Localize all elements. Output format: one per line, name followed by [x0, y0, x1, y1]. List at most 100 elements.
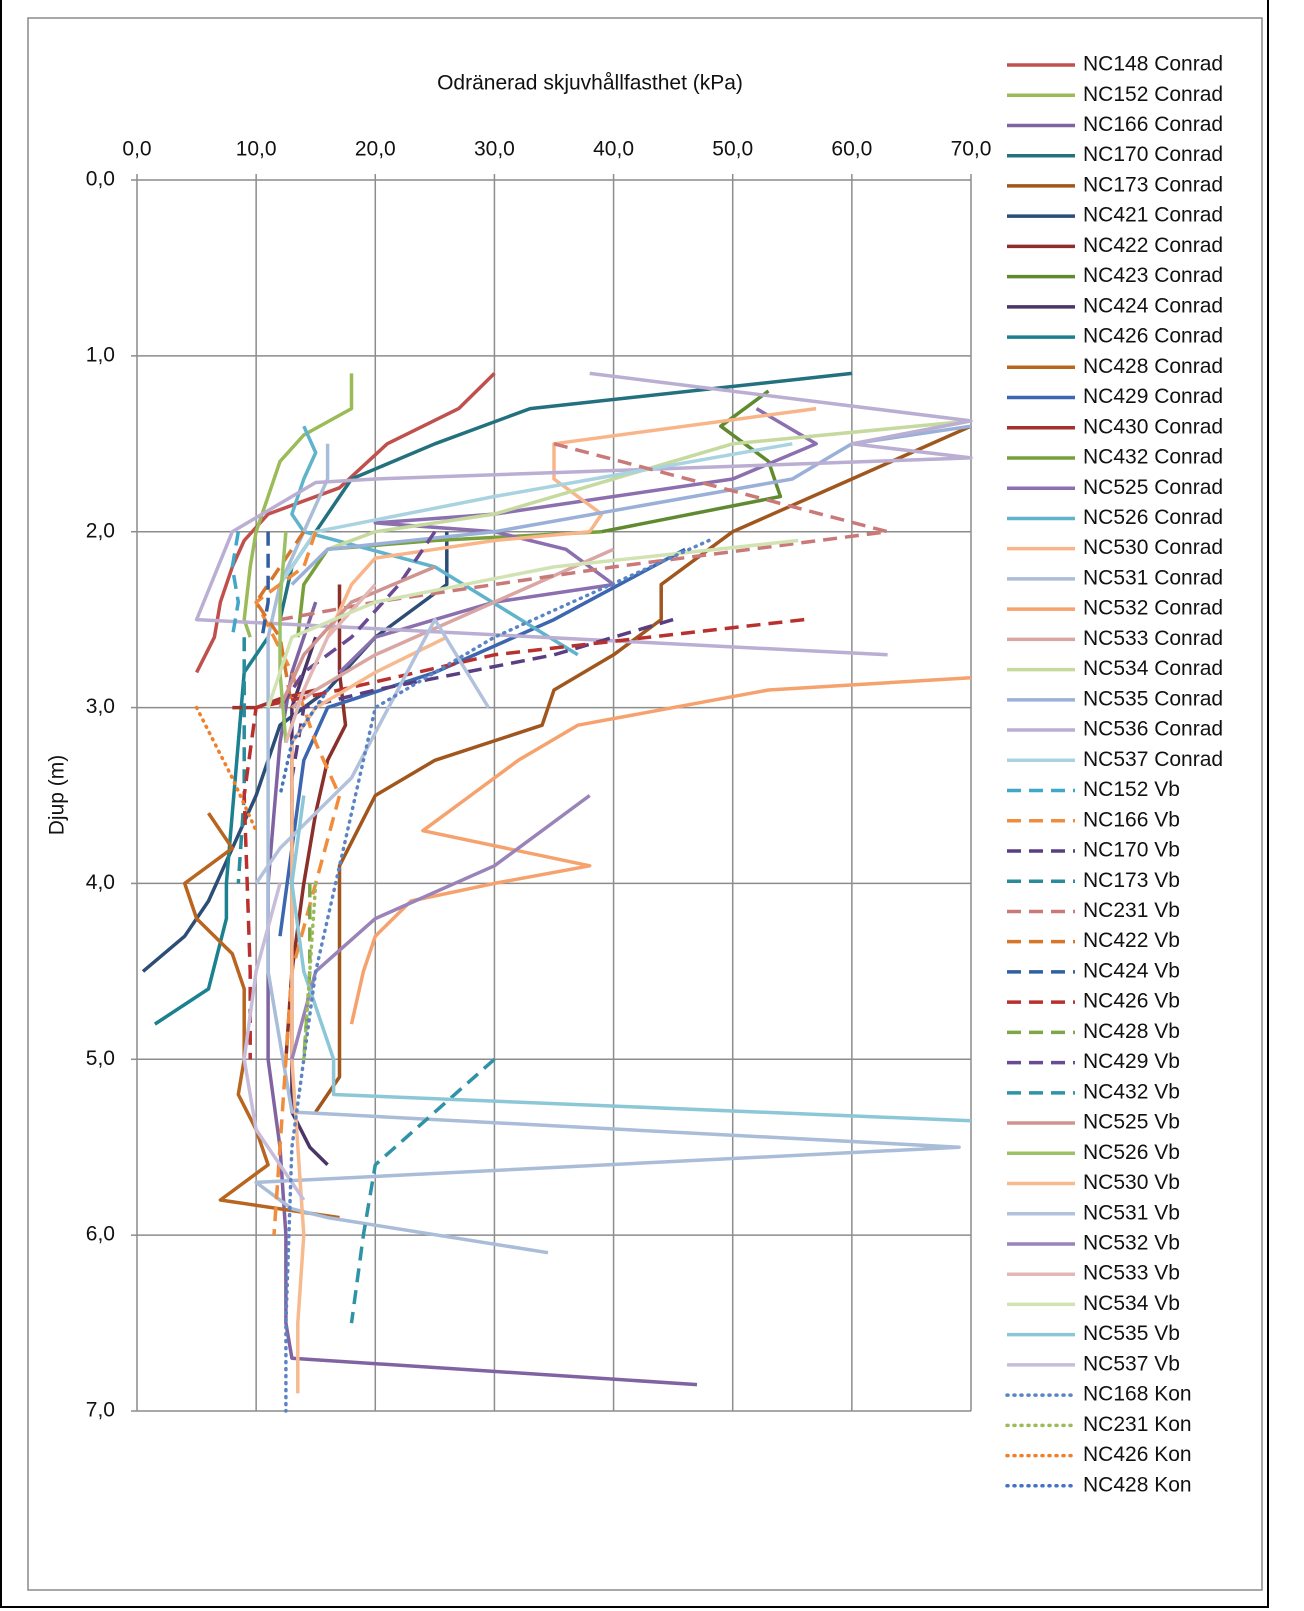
y-tick-label: 4,0 [86, 871, 115, 894]
legend-label: NC428 Conrad [1083, 355, 1223, 378]
page-border [0, 0, 1269, 1608]
series-line [302, 881, 318, 1062]
y-tick-label: 3,0 [86, 695, 115, 718]
legend-label: NC428 Kon [1083, 1473, 1192, 1496]
legend-label: NC424 Conrad [1083, 294, 1223, 317]
legend-label: NC530 Conrad [1083, 536, 1223, 559]
series-line [278, 531, 288, 743]
legend-label: NC170 Conrad [1083, 143, 1223, 166]
legend-label: NC534 Vb [1083, 1292, 1180, 1315]
legend-label: NC422 Vb [1083, 929, 1180, 952]
legend-label: NC424 Vb [1083, 959, 1180, 982]
legend-label: NC531 Conrad [1083, 566, 1223, 589]
legend-label: NC536 Conrad [1083, 718, 1223, 741]
legend-label: NC525 Vb [1083, 1111, 1180, 1134]
series-line [254, 443, 961, 1255]
legend-label: NC531 Vb [1083, 1201, 1180, 1224]
legend-label: NC168 Kon [1083, 1383, 1192, 1406]
legend-label: NC426 Kon [1083, 1443, 1192, 1466]
series-line [284, 584, 348, 1060]
x-tick-label: 0,0 [122, 138, 151, 161]
x-tick-label: 50,0 [712, 138, 753, 161]
x-tick-label: 30,0 [474, 138, 515, 161]
x-tick-label: 60,0 [831, 138, 872, 161]
legend-label: NC432 Conrad [1083, 446, 1223, 469]
y-tick-label: 1,0 [86, 343, 115, 366]
series-line [349, 675, 972, 1025]
legend-label: NC535 Vb [1083, 1322, 1180, 1345]
series-line [242, 882, 306, 1201]
y-tick-label: 5,0 [86, 1047, 115, 1070]
legend-label: NC526 Vb [1083, 1141, 1180, 1164]
legend-label: NC423 Conrad [1083, 264, 1223, 287]
y-axis-label: Djup (m) [46, 755, 69, 836]
legend-label: NC166 Vb [1083, 808, 1180, 831]
series-line [236, 637, 246, 884]
legend-label: NC170 Vb [1083, 839, 1180, 862]
legend-label: NC426 Conrad [1083, 325, 1223, 348]
legend-label: NC530 Vb [1083, 1171, 1180, 1194]
legend-label: NC422 Conrad [1083, 234, 1223, 257]
legend-label: NC533 Conrad [1083, 627, 1223, 650]
legend-label: NC173 Vb [1083, 869, 1180, 892]
legend-label: NC533 Vb [1083, 1262, 1180, 1285]
legend-label: NC429 Vb [1083, 1050, 1180, 1073]
x-tick-label: 70,0 [951, 138, 992, 161]
legend-label: NC426 Vb [1083, 990, 1180, 1013]
series-line [284, 538, 711, 1413]
legend-label: NC148 Conrad [1083, 53, 1223, 76]
legend-label: NC526 Conrad [1083, 506, 1223, 529]
series-line [290, 547, 615, 710]
series-line [242, 617, 805, 1060]
series-line [290, 795, 972, 1123]
series-line [194, 371, 973, 657]
series-line [230, 531, 241, 638]
series-line [290, 635, 448, 1394]
series-line [326, 419, 972, 551]
y-tick-label: 7,0 [86, 1399, 115, 1422]
chart-title: Odränerad skjuvhållfasthet (kPa) [437, 72, 743, 95]
legend-label: NC535 Conrad [1083, 687, 1223, 710]
legend-label: NC532 Conrad [1083, 597, 1223, 620]
series-line [260, 531, 270, 638]
series-line [278, 688, 330, 798]
legend-label: NC525 Conrad [1083, 476, 1223, 499]
series-line [242, 373, 354, 638]
legend-label: NC537 Conrad [1083, 748, 1223, 771]
series-line [279, 442, 890, 622]
legend-label: NC430 Conrad [1083, 415, 1223, 438]
series-line [601, 389, 783, 534]
series-line [326, 406, 817, 638]
series-line [266, 538, 799, 709]
y-tick-label: 2,0 [86, 519, 115, 542]
legend-label: NC428 Vb [1083, 1020, 1180, 1043]
chart-frame [27, 17, 1263, 1591]
legend-label: NC429 Conrad [1083, 385, 1223, 408]
legend-label: NC421 Conrad [1083, 204, 1223, 227]
y-tick-label: 0,0 [86, 168, 115, 191]
x-tick-label: 40,0 [593, 138, 634, 161]
legend-label: NC534 Conrad [1083, 657, 1223, 680]
series-line [349, 1057, 496, 1324]
x-tick-label: 20,0 [355, 138, 396, 161]
legend-label: NC231 Kon [1083, 1413, 1192, 1436]
y-tick-label: 6,0 [86, 1223, 115, 1246]
series-line [278, 530, 437, 709]
series-line [254, 617, 490, 885]
series-line [254, 531, 342, 1236]
x-tick-label: 10,0 [236, 138, 277, 161]
legend-label: NC152 Conrad [1083, 83, 1223, 106]
legend-label: NC432 Vb [1083, 1080, 1180, 1103]
series-line [194, 705, 258, 833]
legend-label: NC532 Vb [1083, 1232, 1180, 1255]
series-line [278, 565, 436, 709]
legend-label: NC152 Vb [1083, 778, 1180, 801]
legend-label: NC173 Conrad [1083, 173, 1223, 196]
legend-label: NC537 Vb [1083, 1352, 1180, 1375]
series-line [278, 442, 793, 586]
legend-label: NC166 Conrad [1083, 113, 1223, 136]
series-line [182, 812, 340, 1220]
legend-label: NC231 Vb [1083, 899, 1180, 922]
series-line [254, 530, 306, 708]
